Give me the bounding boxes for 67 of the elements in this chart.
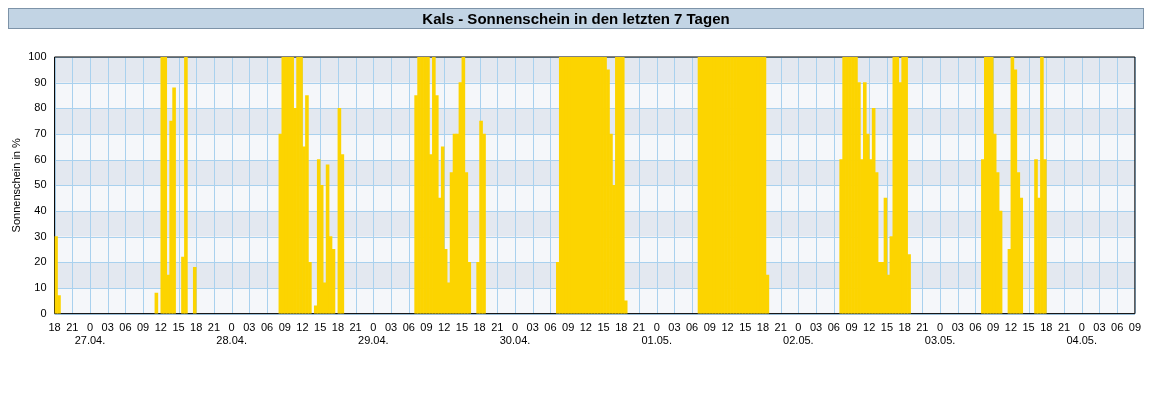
x-tick-label: 06 <box>827 321 840 334</box>
x-tick-label: 18 <box>1040 321 1053 334</box>
x-tick-label: 15 <box>880 321 894 334</box>
x-tick-label: 03 <box>101 321 114 334</box>
x-tick-label: 18 <box>190 321 203 334</box>
x-tick-label: 21 <box>1057 321 1071 334</box>
y-tick-label: 20 <box>34 255 47 268</box>
x-tick-label: 12 <box>438 321 451 334</box>
x-tick-label: 06 <box>686 321 699 334</box>
y-tick-label: 60 <box>34 152 47 165</box>
x-tick-label: 09 <box>845 321 858 334</box>
y-tick-label: 80 <box>34 101 47 114</box>
x-tick-label: 18 <box>615 321 628 334</box>
x-tick-label: 12 <box>1004 321 1018 334</box>
x-tick-label: 03 <box>384 321 398 334</box>
x-tick-label: 06 <box>119 321 132 334</box>
x-tick-label: 21 <box>916 321 929 334</box>
x-tick-label: 15 <box>314 321 327 334</box>
x-tick-label: 21 <box>349 321 362 334</box>
x-tick-label: 09 <box>562 321 575 334</box>
x-tick-label: 21 <box>207 321 221 334</box>
x-tick-label: 09 <box>136 321 150 334</box>
x-tick-label: 18 <box>756 321 770 334</box>
x-tick-label: 12 <box>579 321 592 334</box>
x-tick-label: 03 <box>243 321 256 334</box>
y-axis-title: Sonnenschein in % <box>9 138 22 233</box>
x-tick-label: 09 <box>278 321 291 334</box>
y-tick-label: 40 <box>34 203 47 216</box>
chart-title: Kals - Sonnenschein in den letzten 7 Tagen <box>8 8 1144 29</box>
x-tick-label: 06 <box>402 321 415 334</box>
x-tick-label: 03 <box>809 321 823 334</box>
x-tick-label: 06 <box>1111 321 1124 334</box>
x-tick-label: 18 <box>48 321 61 334</box>
x-tick-label: 09 <box>1128 321 1142 334</box>
x-tick-label: 15 <box>739 321 752 334</box>
x-tick-label: 06 <box>969 321 982 334</box>
x-tick-label: 03 <box>951 321 964 334</box>
x-tick-label: 15 <box>455 321 469 334</box>
x-tick-label: 12 <box>154 321 167 334</box>
y-tick-label: 70 <box>34 127 47 140</box>
y-tick-label: 0 <box>40 306 47 319</box>
x-tick-label: 12 <box>863 321 876 334</box>
x-tick-label: 18 <box>331 321 345 334</box>
x-tick-label: 03 <box>668 321 681 334</box>
x-tick-label: 09 <box>987 321 1000 334</box>
x-tick-label: 18 <box>473 321 486 334</box>
x-tick-label: 09 <box>420 321 433 334</box>
x-tick-label: 21 <box>774 321 787 334</box>
y-tick-label: 90 <box>34 75 47 88</box>
y-tick-label: 100 <box>28 50 47 63</box>
x-tick-label: 09 <box>703 321 716 334</box>
x-tick-label: 03 <box>1093 321 1106 334</box>
x-tick-label: 21 <box>632 321 646 334</box>
x-tick-label: 21 <box>66 321 79 334</box>
y-tick-label: 10 <box>34 280 47 293</box>
y-tick-label: 30 <box>34 229 47 242</box>
x-tick-label: 06 <box>544 321 557 334</box>
x-tick-label: 15 <box>1022 321 1035 334</box>
x-tick-label: 12 <box>721 321 734 334</box>
x-tick-label: 06 <box>260 321 274 334</box>
x-tick-label: 15 <box>172 321 185 334</box>
x-tick-label: 15 <box>597 321 610 334</box>
y-tick-label: 50 <box>34 178 47 191</box>
x-tick-label: 12 <box>296 321 309 334</box>
x-tick-label: 18 <box>898 321 911 334</box>
x-tick-label: 03 <box>526 321 539 334</box>
x-tick-label: 21 <box>491 321 504 334</box>
